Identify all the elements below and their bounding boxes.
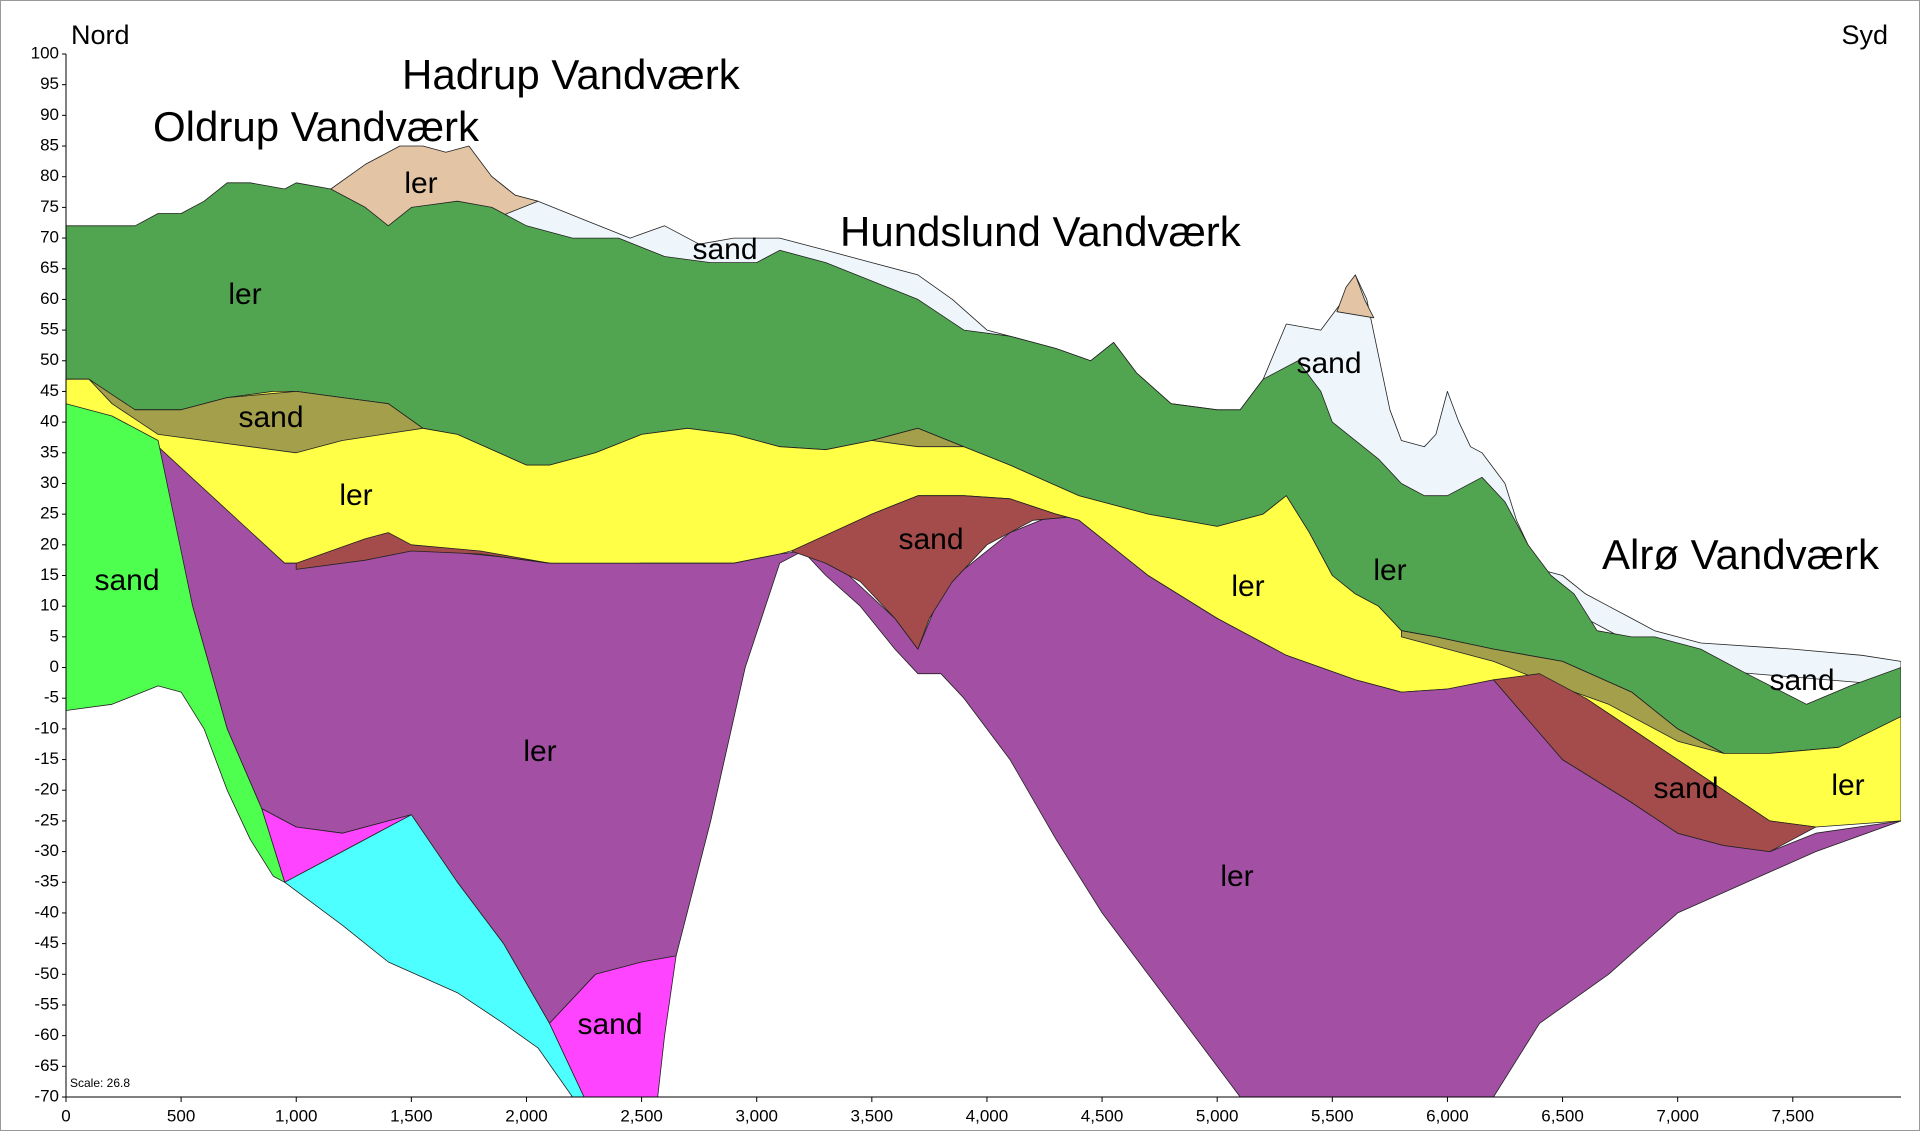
y-tick-label: 95 — [40, 74, 59, 93]
y-tick-label: -45 — [34, 933, 59, 952]
layer-label: sand — [692, 233, 757, 266]
x-tick-label: 2,000 — [505, 1106, 548, 1125]
layer — [66, 403, 286, 883]
layer-label: ler — [1220, 860, 1253, 893]
north-label: Nord — [71, 20, 130, 50]
x-tick-label: 5,500 — [1311, 1106, 1354, 1125]
layer-label: sand — [577, 1008, 642, 1041]
y-tick-label: 55 — [40, 320, 59, 339]
x-tick-label: 4,000 — [966, 1106, 1009, 1125]
layer-label: ler — [404, 167, 437, 200]
y-tick-label: 20 — [40, 534, 59, 553]
y-tick-label: 100 — [31, 43, 59, 62]
y-tick-label: 85 — [40, 136, 59, 155]
layer-label: ler — [339, 479, 372, 512]
layer — [1401, 630, 1725, 754]
x-tick-label: 500 — [167, 1106, 195, 1125]
y-tick-label: 60 — [40, 289, 59, 308]
y-tick-label: -15 — [34, 749, 59, 768]
axes: -70-65-60-55-50-45-40-35-30-25-20-15-10-… — [31, 43, 1901, 1125]
layer-label: sand — [238, 401, 303, 434]
y-tick-label: -30 — [34, 841, 59, 860]
y-tick-label: 5 — [50, 626, 59, 645]
site-label: Alrø Vandværk — [1602, 531, 1880, 578]
layers — [66, 145, 1901, 1097]
y-tick-label: 40 — [40, 412, 59, 431]
layer-label: ler — [1373, 554, 1406, 587]
y-tick-label: -10 — [34, 718, 59, 737]
x-tick-label: 7,500 — [1772, 1106, 1815, 1125]
south-label: Syd — [1841, 20, 1888, 50]
layer-label: ler — [1831, 769, 1864, 802]
x-tick-label: 5,000 — [1196, 1106, 1239, 1125]
x-tick-label: 6,500 — [1541, 1106, 1584, 1125]
layer — [549, 955, 677, 1097]
x-tick-label: 3,500 — [851, 1106, 894, 1125]
layer-label: sand — [1296, 347, 1361, 380]
y-tick-label: 35 — [40, 442, 59, 461]
y-tick-label: -55 — [34, 994, 59, 1013]
y-tick-label: 15 — [40, 565, 59, 584]
layer — [790, 495, 1068, 650]
x-tick-label: 2,500 — [620, 1106, 663, 1125]
x-tick-label: 1,500 — [390, 1106, 433, 1125]
layer — [88, 378, 424, 454]
y-tick-label: -70 — [34, 1086, 59, 1105]
layer — [295, 532, 550, 570]
layer-label: ler — [228, 278, 261, 311]
y-tick-label: 0 — [50, 657, 59, 676]
y-tick-label: -60 — [34, 1025, 59, 1044]
site-label: Oldrup Vandværk — [153, 103, 480, 150]
y-tick-label: 70 — [40, 228, 59, 247]
y-tick-label: 30 — [40, 473, 59, 492]
layer-label: ler — [1231, 570, 1264, 603]
y-tick-label: -20 — [34, 780, 59, 799]
y-tick-label: 90 — [40, 105, 59, 124]
y-tick-label: 25 — [40, 504, 59, 523]
layer — [871, 427, 965, 448]
y-tick-label: 75 — [40, 197, 59, 216]
x-tick-label: 6,000 — [1426, 1106, 1469, 1125]
x-tick-label: 0 — [61, 1106, 70, 1125]
layer-label: sand — [94, 564, 159, 597]
layer-label: sand — [1769, 664, 1834, 697]
y-tick-label: -40 — [34, 902, 59, 921]
y-tick-label: -35 — [34, 872, 59, 891]
x-tick-label: 7,000 — [1656, 1106, 1699, 1125]
y-tick-label: -65 — [34, 1056, 59, 1075]
y-tick-label: 50 — [40, 350, 59, 369]
layer — [1336, 274, 1375, 319]
y-tick-label: 45 — [40, 381, 59, 400]
layer — [1493, 673, 1817, 852]
y-tick-label: 65 — [40, 258, 59, 277]
site-label: Hundslund Vandværk — [840, 208, 1242, 255]
y-tick-label: -25 — [34, 810, 59, 829]
y-tick-label: 10 — [40, 596, 59, 615]
layer-label: sand — [898, 523, 963, 556]
site-label: Hadrup Vandværk — [402, 51, 741, 98]
y-tick-label: -5 — [44, 688, 59, 707]
y-tick-label: -50 — [34, 964, 59, 983]
x-tick-label: 1,000 — [275, 1106, 318, 1125]
layer-label: sand — [1653, 772, 1718, 805]
x-tick-label: 4,500 — [1081, 1106, 1124, 1125]
x-tick-label: 3,000 — [735, 1106, 778, 1125]
y-tick-label: 80 — [40, 166, 59, 185]
scale-label: Scale: 26.8 — [70, 1076, 130, 1090]
layer — [284, 814, 585, 1097]
layer-label: ler — [523, 735, 556, 768]
